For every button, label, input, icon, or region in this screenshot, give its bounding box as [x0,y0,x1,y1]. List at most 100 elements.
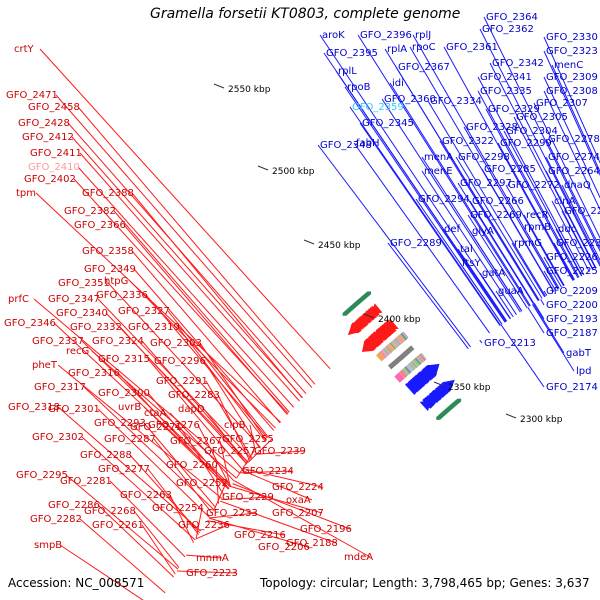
reverse-leader-line [169,412,235,482]
reverse-leader-line [35,192,282,423]
forward-leader-line [532,304,575,372]
forward-gene-label: menE [424,166,453,177]
forward-leader-line [467,214,528,309]
reverse-gene-label: ctaA [144,408,167,419]
reverse-gene-label: GFO_2412 [22,132,74,143]
reverse-leader-line [219,440,231,487]
reverse-gene-label: GFO_2257 [204,446,256,457]
reverse-gene-label: tpm [16,188,36,199]
reverse-leader-line [77,106,316,385]
forward-gene-label: fabH [356,138,380,149]
reverse-leader-line [186,554,223,559]
forward-gene-label: GFO_2359 [352,102,404,113]
reverse-leader-line [203,360,260,449]
forward-leader-line [389,82,531,307]
forward-gene-label: GFO_2299 [500,138,552,149]
forward-gene-label: GFO_2328 [466,122,518,133]
reverse-leader-line [129,454,201,534]
kbp-tick-label: 2350 kbp [448,383,491,393]
reverse-leader-line [83,386,215,511]
reverse-gene-label: GFO_2295 [16,470,68,481]
reverse-gene-label: GFO_2207 [272,508,324,519]
reverse-leader-line [97,408,210,518]
reverse-leader-line [177,326,266,442]
reverse-gene-label: GFO_2283 [168,390,220,401]
reverse-leader-line [91,350,237,479]
reverse-leader-line [143,406,230,489]
reverse-gene-label: GFO_2336 [96,290,148,301]
forward-gene-label: GFO_2238 [564,206,600,217]
forward-gene-label: GFO_2264 [548,166,600,177]
forward-leader-line [457,182,534,305]
forward-leader-line [553,242,575,281]
reverse-leader-line [195,524,229,540]
reverse-leader-line [143,422,217,509]
reverse-gene-label: GFO_2316 [68,368,120,379]
reverse-leader-line [71,136,303,398]
reverse-leader-line [242,469,313,501]
reverse-leader-line [131,192,303,399]
reverse-leader-line [145,294,268,439]
forward-gene-label: GFO_2322 [442,136,494,147]
reverse-gene-label: GFO_2471 [6,90,58,101]
forward-gene-label: GFO_2329 [488,104,540,115]
feature-marker [436,416,441,420]
reverse-gene-label: GFO_2300 [98,388,150,399]
forward-gene-label: GFO_2307 [536,98,588,109]
forward-gene-label: GFO_2396 [360,30,412,41]
forward-gene-label: glyA [472,226,494,237]
reverse-gene-label: GFO_2291 [156,376,208,387]
forward-gene-label: rpmB [524,222,551,233]
reverse-gene-label: GFO_2296 [154,356,206,367]
forward-leader-line [387,242,469,350]
reverse-gene-label: GFO_2281 [60,476,112,487]
forward-gene-label: GFO_2334 [430,96,482,107]
kbp-tick [213,83,225,89]
forward-leader-line [551,64,600,173]
forward-leader-line [439,140,539,302]
forward-gene-label: guaA [498,286,524,297]
reverse-gene-label: pheT [32,360,58,371]
cog-category-block [376,351,386,362]
forward-leader-line [469,230,523,312]
forward-gene-label: GFO_2289 [390,238,442,249]
forward-leader-line [497,142,575,281]
reverse-gene-label: GFO_2301 [48,404,100,415]
forward-leader-line [421,170,517,315]
forward-gene-label: dnaQ [564,180,591,191]
reverse-leader-line [109,480,186,558]
forward-leader-line [479,339,483,344]
reverse-gene-label: GFO_2286 [48,500,100,511]
reverse-gene-label: GFO_2327 [118,306,170,317]
reverse-leader-line [55,94,313,388]
forward-gene-label: gatA [482,268,505,279]
forward-gene-label: ftsY [462,258,481,269]
forward-leader-line [511,242,546,298]
forward-gene-label: lpd [576,366,591,377]
forward-gene-label: GFO_2330 [546,32,598,43]
reverse-leader-line [249,424,257,453]
forward-leader-line [483,16,600,252]
forward-leader-line [533,303,565,354]
reverse-leader-line [220,500,337,544]
reverse-gene-label: GFO_2234 [242,466,294,477]
reverse-leader-line [119,326,248,465]
forward-gene-label: GFO_2309 [546,72,598,83]
reverse-gene-label: GFO_2223 [186,568,238,579]
reverse-leader-line [67,122,307,395]
forward-leader-line [500,324,545,388]
reverse-gene-label: htpG [104,276,128,287]
reverse-leader-line [123,224,288,415]
forward-gene-arrow [419,399,432,412]
reverse-gene-label: oxaA [286,495,311,506]
kbp-tick-label: 2500 kbp [272,167,315,177]
reverse-gene-label: GFO_2319 [128,322,180,333]
backbone-arc [387,345,415,370]
map-title: Gramella forsetii KT0803, complete genom… [150,6,461,22]
accession-label: Accession: NC_008571 [8,576,145,590]
reverse-gene-label: GFO_2410 [28,162,80,173]
feature-marker [342,312,347,316]
forward-leader-line [319,34,511,320]
reverse-leader-line [79,518,166,594]
